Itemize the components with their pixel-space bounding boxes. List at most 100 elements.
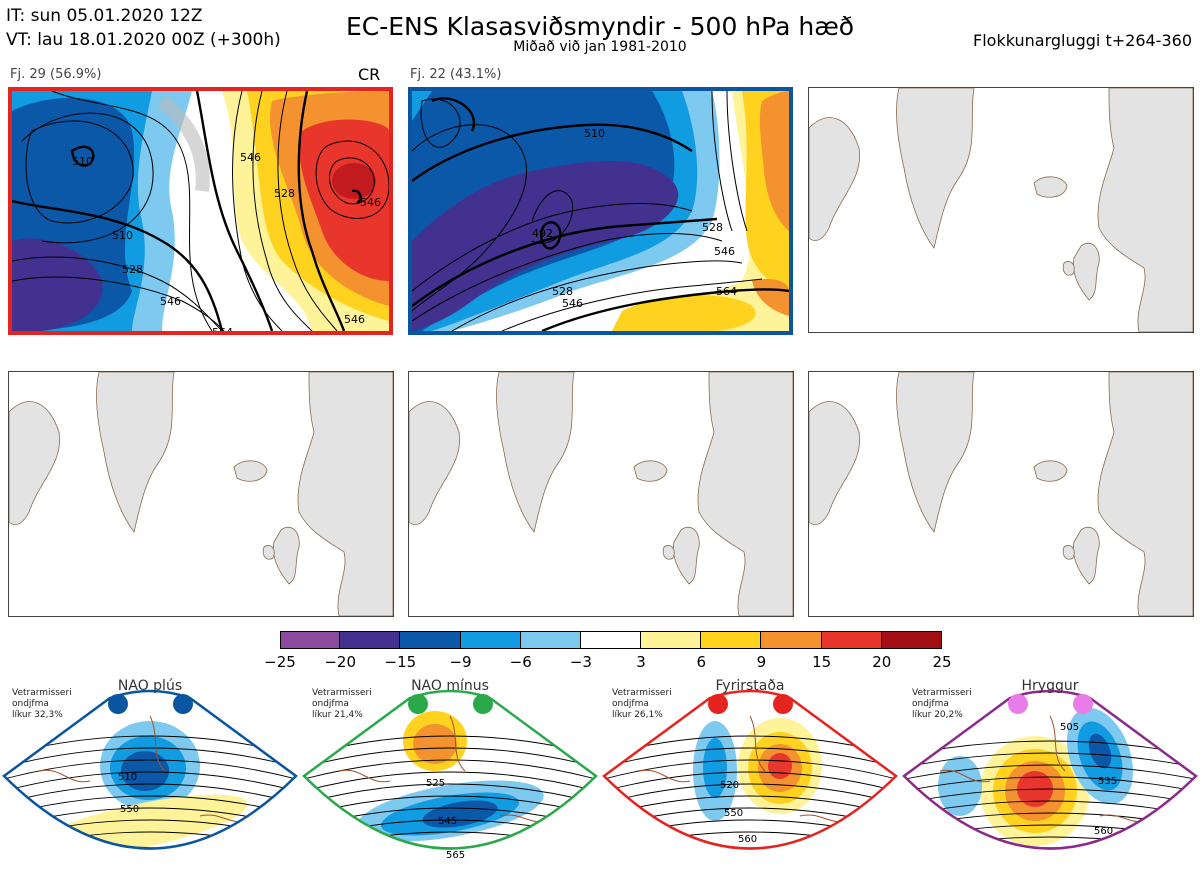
height-contour: [604, 783, 896, 805]
colorbar-tick-label: −9: [449, 653, 472, 671]
chart-title: EC-ENS Klasasviðsmyndir - 500 hPa hæð: [345, 12, 855, 41]
regime-info-line: Vetrarmisseri: [612, 688, 672, 698]
regime-contour-label: 520: [720, 780, 739, 791]
colorbar: −25 −20 −15 −9 −6 −3 3 6 9 15 20 25: [264, 631, 952, 673]
regime-contour-label: 560: [1094, 826, 1113, 837]
colorbar-swatch: [520, 631, 581, 649]
anomaly-blob: [768, 753, 792, 779]
regime-info-line: ondjfma: [312, 699, 349, 709]
colorbar-tick-label: 6: [696, 653, 707, 671]
regime-contour-label: 565: [446, 850, 465, 861]
contour-label: 546: [344, 313, 365, 326]
cluster-panel-2: 510 492 528 546 528 546 564: [408, 87, 793, 335]
valid-time: VT: lau 18.01.2020 00Z (+300h): [6, 30, 281, 50]
regime-marker-dot: [1073, 694, 1093, 714]
regime-name: NAO plús: [117, 678, 183, 694]
colorbar-tick-label: 20: [872, 653, 892, 671]
empty-map-outline: [809, 372, 1193, 616]
regime-map: 520 550 560: [602, 689, 898, 850]
height-contour: [904, 764, 1196, 781]
regime-marker-dot: [408, 694, 428, 714]
contour-label: 546: [240, 151, 261, 164]
chart-subtitle: Miðað við jan 1981-2010: [513, 39, 687, 55]
height-contour: [904, 776, 1196, 793]
colorbar-swatch: [340, 631, 401, 649]
height-contour: [4, 783, 296, 805]
contour-label: 492: [532, 227, 553, 240]
regime-name: NAO mínus: [411, 678, 489, 694]
panel-2-label: Fj. 22 (43.1%): [410, 67, 502, 82]
regime-contour-label: 560: [738, 834, 757, 845]
empty-cluster-panel-6: [808, 371, 1194, 617]
colorbar-swatch: [701, 631, 762, 649]
regime-info: Vetrarmisseri ondjfma líkur 26,1%: [612, 688, 672, 721]
regime-contour-label: 550: [120, 804, 139, 815]
regime-blocking: 520 550 560 Fyrirstaða Vetrarmisseri ondjf…: [600, 676, 900, 871]
regime-marker-dot: [1008, 694, 1028, 714]
regime-info: Vetrarmisseri ondjfma líkur 20,2%: [912, 688, 972, 721]
regime-marker-dot: [473, 694, 493, 714]
colorbar-tick-label: −15: [384, 653, 417, 671]
colorbar-tick-label: 9: [756, 653, 767, 671]
height-contour: [304, 783, 596, 805]
contour-label: 546: [562, 297, 583, 310]
colorbar-tick-label: −6: [509, 653, 532, 671]
regime-info-line: líkur 32,3%: [12, 710, 63, 720]
anomaly-blob: [413, 724, 457, 764]
cluster-panel-1: 510 510 528 546 546 528 546 564 546: [8, 87, 393, 335]
empty-cluster-panel-3: [808, 87, 1194, 333]
height-contour: [904, 788, 1196, 805]
height-contour: [304, 759, 596, 781]
colorbar-tick-label: −20: [324, 653, 356, 671]
regime-info-line: Vetrarmisseri: [912, 688, 972, 698]
regime-map: 510 550: [2, 689, 298, 850]
regime-contour-label: 545: [438, 816, 457, 827]
regime-marker-dot: [173, 694, 193, 714]
cluster-2-map: 510 492 528 546 528 546 564: [412, 91, 789, 331]
regime-marker-dot: [108, 694, 128, 714]
regime-map: 525 545 565: [302, 689, 598, 861]
cluster-1-map: 510 510 528 546 546 528 546 564 546: [12, 91, 389, 331]
colorbar-tick-label: 15: [812, 653, 832, 671]
regime-marker-dot: [708, 694, 728, 714]
regime-map: 505 535 560: [902, 689, 1198, 850]
contour-label: 510: [112, 229, 133, 242]
regime-info: Vetrarmisseri ondjfma líkur 21,4%: [312, 688, 372, 721]
empty-map-outline: [409, 372, 793, 616]
height-contour: [4, 771, 296, 793]
regime-info-line: Vetrarmisseri: [12, 688, 72, 698]
contour-label: 546: [160, 295, 181, 308]
contour-label: 528: [274, 187, 295, 200]
height-contour: [4, 747, 296, 769]
regime-info-line: Vetrarmisseri: [312, 688, 372, 698]
regime-info-line: líkur 21,4%: [312, 710, 363, 720]
height-contour: [604, 759, 896, 781]
colorbar-swatch: [821, 631, 882, 649]
regime-contour-label: 505: [1060, 722, 1079, 733]
regime-info-line: ondjfma: [12, 699, 49, 709]
contour-label: 510: [72, 155, 93, 168]
regime-info-line: líkur 20,2%: [912, 710, 963, 720]
colorbar-swatch: [641, 631, 702, 649]
panel-1-regime-tag: CR: [358, 65, 381, 84]
empty-map-outline: [809, 88, 1193, 332]
contour-label: 510: [584, 127, 605, 140]
contour-label: 528: [702, 221, 723, 234]
regime-nao-minus: 525 545 565 NAO mínus Vetrarmisseri ondjfm…: [300, 676, 600, 871]
height-contour: [604, 747, 896, 769]
empty-map-outline: [9, 372, 393, 616]
colorbar-tick-label: 25: [932, 653, 952, 671]
regime-contour-label: 535: [1098, 776, 1117, 787]
regime-outline: [2, 689, 298, 850]
classification-window: Flokkunargluggi t+264-360: [973, 31, 1192, 50]
anomaly-blob: [938, 756, 982, 816]
regime-name: Hryggur: [1021, 678, 1079, 694]
empty-cluster-panel-4: [8, 371, 394, 617]
height-contour: [604, 771, 896, 793]
regime-info-line: líkur 26,1%: [612, 710, 663, 720]
height-contour: [304, 771, 596, 793]
colorbar-swatch: [280, 631, 341, 649]
colorbar-tick-label: 3: [636, 653, 646, 671]
colorbar-tick-label: −3: [569, 653, 592, 671]
height-contour: [4, 759, 296, 781]
